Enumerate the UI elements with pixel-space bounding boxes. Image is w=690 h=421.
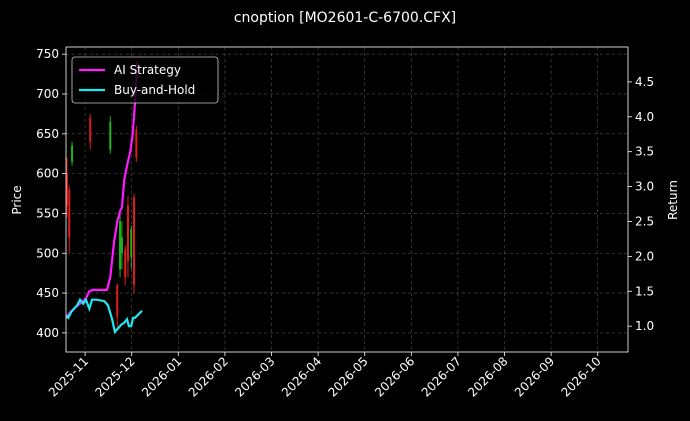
y2-tick-label: 2.5 [635,214,654,228]
y-tick-label: 550 [36,206,59,220]
candle-body [124,249,127,278]
legend-box [71,56,219,104]
y2-tick-label: 4.0 [635,110,654,124]
y2-tick-label: 2.0 [635,249,654,263]
candle-body [68,189,71,238]
candle-body [66,173,68,206]
candle-body [109,121,112,150]
y2-tick-label: 1.5 [635,284,654,298]
y-tick-label: 600 [36,167,59,181]
candle-body [119,221,122,270]
legend-label: AI Strategy [114,63,181,77]
candle-body [71,145,74,162]
candle-body [126,205,129,262]
candle-body [135,129,138,158]
y-axis-label: Price [10,185,24,214]
plot-area [66,60,143,335]
y-tick-label: 500 [36,246,59,260]
y2-axis-label: Return [666,180,680,220]
y2-tick-label: 4.5 [635,75,654,89]
y2-tick-label: 3.5 [635,145,654,159]
chart-title: cnoption [MO2601-C-6700.CFX] [234,10,456,26]
y2-tick-label: 1.0 [635,319,654,333]
y-tick-label: 700 [36,87,59,101]
candle-body [130,229,133,258]
legend-label: Buy-and-Hold [114,83,195,97]
candle-body [116,285,119,317]
y-tick-label: 400 [36,326,59,340]
plot-frame [65,46,629,353]
candle-body [89,117,92,142]
candle-body [133,197,136,286]
legend: AI Strategy Buy-and-Hold [71,56,219,104]
y-tick-label: 450 [36,286,59,300]
series-line [66,297,143,335]
y-tick-label: 650 [36,127,59,141]
series-line [66,60,139,319]
y2-tick-label: 3.0 [635,180,654,194]
y-tick-label: 750 [36,47,59,61]
candle-body [120,237,123,254]
